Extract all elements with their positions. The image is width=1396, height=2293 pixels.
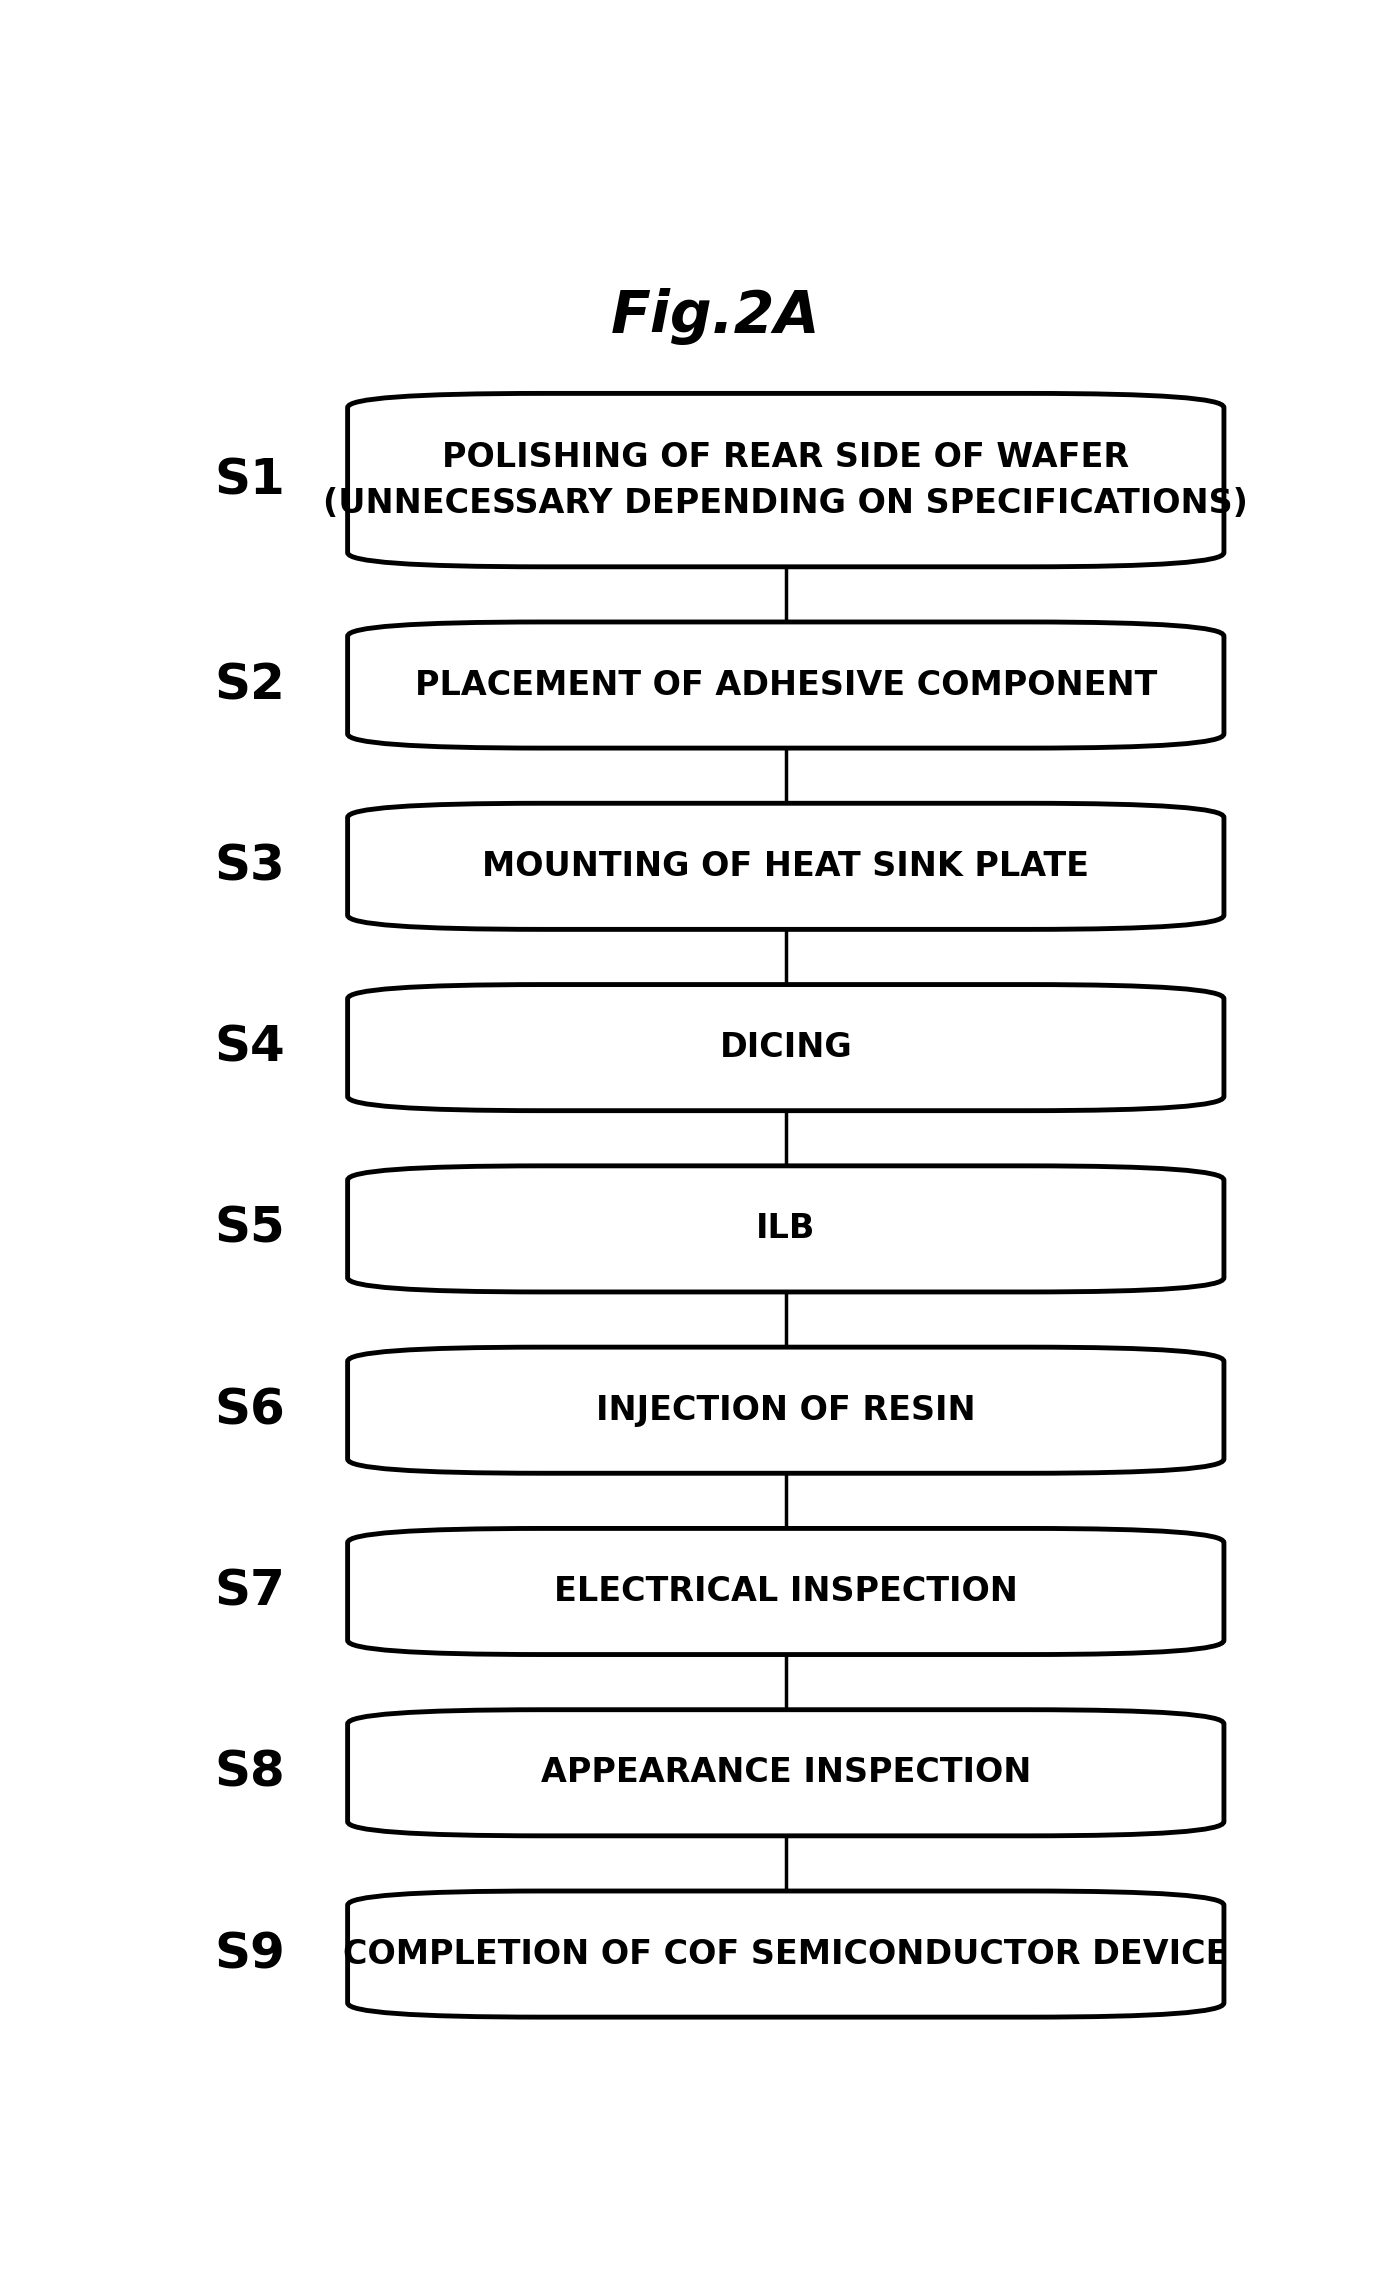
FancyBboxPatch shape <box>348 1348 1224 1474</box>
Text: S5: S5 <box>215 1204 286 1252</box>
FancyBboxPatch shape <box>348 1711 1224 1837</box>
Text: APPEARANCE INSPECTION: APPEARANCE INSPECTION <box>540 1756 1032 1789</box>
Text: S9: S9 <box>215 1931 286 1979</box>
FancyBboxPatch shape <box>348 1529 1224 1656</box>
FancyBboxPatch shape <box>348 1165 1224 1291</box>
Text: POLISHING OF REAR SIDE OF WAFER
(UNNECESSARY DEPENDING ON SPECIFICATIONS): POLISHING OF REAR SIDE OF WAFER (UNNECES… <box>324 440 1248 521</box>
Text: S7: S7 <box>215 1568 286 1617</box>
Text: S3: S3 <box>215 842 286 890</box>
FancyBboxPatch shape <box>348 1892 1224 2018</box>
Text: S2: S2 <box>215 660 286 709</box>
Text: ELECTRICAL INSPECTION: ELECTRICAL INSPECTION <box>554 1575 1018 1607</box>
Text: ILB: ILB <box>757 1213 815 1245</box>
Text: DICING: DICING <box>719 1032 852 1064</box>
Text: S4: S4 <box>215 1023 286 1071</box>
FancyBboxPatch shape <box>348 394 1224 566</box>
Text: MOUNTING OF HEAT SINK PLATE: MOUNTING OF HEAT SINK PLATE <box>482 851 1089 883</box>
Text: COMPLETION OF COF SEMICONDUCTOR DEVICE: COMPLETION OF COF SEMICONDUCTOR DEVICE <box>343 1938 1228 1970</box>
Text: PLACEMENT OF ADHESIVE COMPONENT: PLACEMENT OF ADHESIVE COMPONENT <box>415 670 1157 702</box>
FancyBboxPatch shape <box>348 984 1224 1110</box>
FancyBboxPatch shape <box>348 621 1224 748</box>
FancyBboxPatch shape <box>348 803 1224 929</box>
Text: INJECTION OF RESIN: INJECTION OF RESIN <box>596 1394 976 1426</box>
Text: Fig.2A: Fig.2A <box>610 289 821 344</box>
Text: S8: S8 <box>215 1750 286 1798</box>
Text: S6: S6 <box>215 1387 286 1433</box>
Text: S1: S1 <box>215 456 286 504</box>
